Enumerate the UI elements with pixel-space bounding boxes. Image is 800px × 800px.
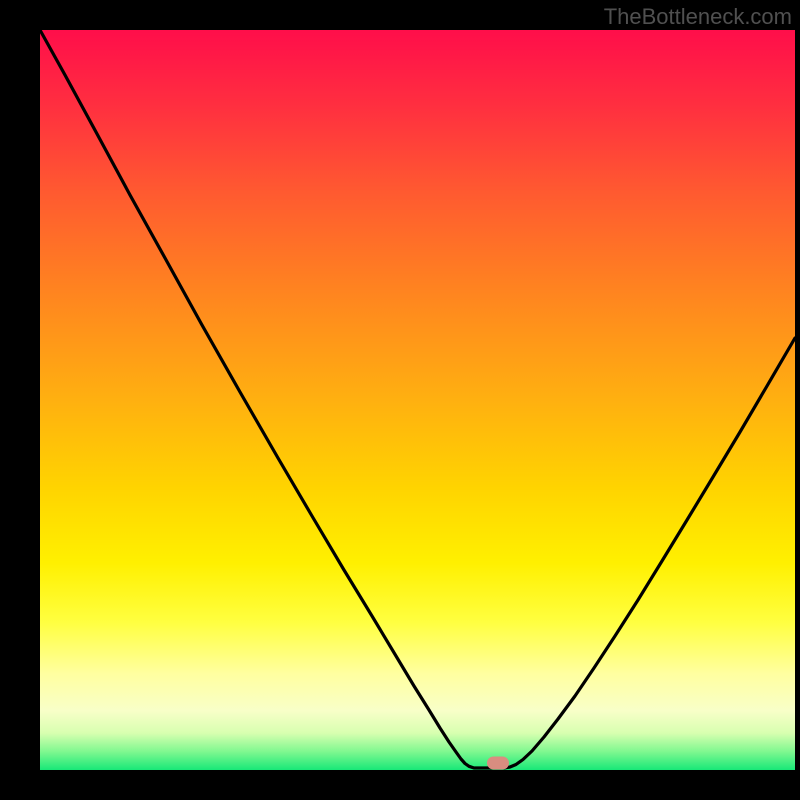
optimal-marker: [487, 757, 509, 770]
watermark-text: TheBottleneck.com: [604, 4, 792, 30]
plot-background: [40, 30, 795, 770]
bottleneck-chart: [0, 0, 800, 800]
